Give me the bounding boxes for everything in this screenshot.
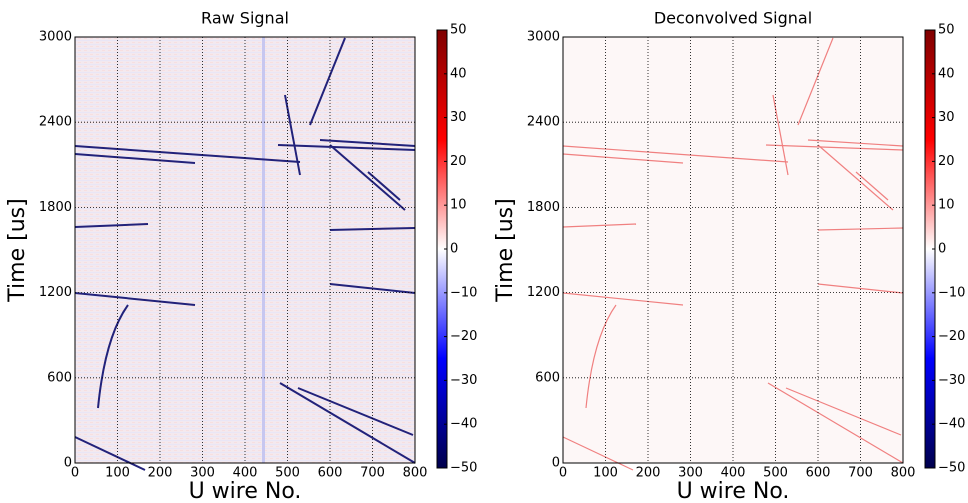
x-tick-label: 800 <box>891 466 916 481</box>
x-tick-label: 200 <box>148 466 173 481</box>
x-tick-label: 500 <box>763 466 788 481</box>
x-tick-label: 400 <box>721 466 746 481</box>
x-tick-label: 800 <box>403 466 428 481</box>
colorbar-tick-label: −30 <box>938 373 965 388</box>
colorbar-tick-label: 50 <box>938 23 955 38</box>
x-tick-label: 300 <box>678 466 703 481</box>
x-tick-label: 200 <box>636 466 661 481</box>
colorbar-tick-label: −40 <box>450 417 477 432</box>
colorbar-tick-label: 30 <box>450 110 467 125</box>
colorbar-tick-label: 0 <box>938 242 946 257</box>
x-axis-label: U wire No. <box>189 479 302 503</box>
colorbar-tick-label: −10 <box>450 285 477 300</box>
x-tick-label: 0 <box>559 466 567 481</box>
y-tick-label: 1200 <box>527 285 560 300</box>
heatmap-stripe <box>262 37 265 463</box>
x-tick-label: 100 <box>105 466 130 481</box>
y-tick-label: 3000 <box>527 30 560 45</box>
colorbar-tick-label: −20 <box>938 329 965 344</box>
colorbar-tick-label: 0 <box>450 242 458 257</box>
colorbar-tick-label: −40 <box>938 417 965 432</box>
y-tick-label: 0 <box>552 456 560 471</box>
colorbar-tick-label: 10 <box>938 198 955 213</box>
colorbar-tick-label: −50 <box>938 461 965 476</box>
colorbar-tick-label: −10 <box>938 285 965 300</box>
y-tick-label: 600 <box>47 370 72 385</box>
colorbar-tick-label: 20 <box>450 154 467 169</box>
colorbar-tick-label: −20 <box>450 329 477 344</box>
x-tick-label: 700 <box>360 466 385 481</box>
chart-title: Raw Signal <box>201 9 289 28</box>
y-tick-label: 3000 <box>39 30 72 45</box>
y-tick-label: 1800 <box>39 200 72 215</box>
y-tick-label: 0 <box>64 456 72 471</box>
x-tick-label: 600 <box>806 466 831 481</box>
colorbar-tick-label: −50 <box>450 461 477 476</box>
plot-frame <box>74 36 416 464</box>
chart-title: Deconvolved Signal <box>654 9 812 28</box>
y-axis-label: Time [us] <box>5 198 30 302</box>
colorbar-tick-label: 20 <box>938 154 955 169</box>
y-tick-label: 2400 <box>527 115 560 130</box>
x-tick-label: 600 <box>318 466 343 481</box>
plot-frame <box>562 36 904 464</box>
colorbar-tick-label: 50 <box>450 23 467 38</box>
y-tick-label: 1800 <box>527 200 560 215</box>
y-tick-label: 600 <box>535 370 560 385</box>
x-tick-label: 300 <box>190 466 215 481</box>
y-tick-label: 1200 <box>39 285 72 300</box>
colorbar-tick-label: 40 <box>938 66 955 81</box>
x-tick-label: 400 <box>233 466 258 481</box>
y-axis-label: Time [us] <box>493 198 518 302</box>
colorbar-tick-label: 30 <box>938 110 955 125</box>
x-tick-label: 700 <box>848 466 873 481</box>
colorbar-tick-label: 40 <box>450 66 467 81</box>
y-tick-label: 2400 <box>39 115 72 130</box>
colorbar-tick-label: 10 <box>450 198 467 213</box>
colorbar-tick-label: −30 <box>450 373 477 388</box>
x-tick-label: 500 <box>275 466 300 481</box>
x-tick-label: 100 <box>593 466 618 481</box>
x-tick-label: 0 <box>71 466 79 481</box>
x-axis-label: U wire No. <box>677 479 790 503</box>
